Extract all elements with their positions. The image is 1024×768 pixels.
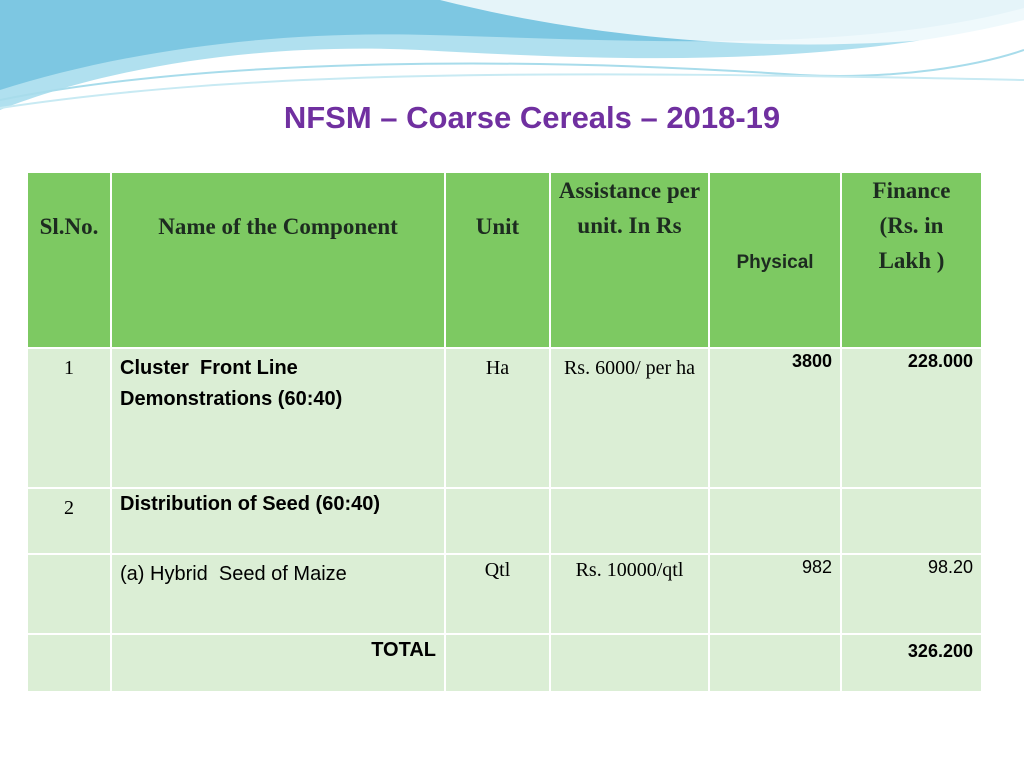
cell: Rs. 10000/qtl bbox=[549, 553, 710, 635]
header-cell: Finance (Rs. in Lakh ) bbox=[840, 171, 983, 349]
header-cell: Unit bbox=[444, 171, 551, 349]
cell bbox=[26, 553, 112, 635]
cell bbox=[549, 487, 710, 555]
cell: 1 bbox=[26, 347, 112, 489]
header-cell: Physical bbox=[708, 171, 842, 349]
cell: 98.20 bbox=[840, 553, 983, 635]
cell bbox=[444, 633, 551, 693]
cell: 3800 bbox=[708, 347, 842, 489]
cell: Rs. 6000/ per ha bbox=[549, 347, 710, 489]
cell bbox=[708, 487, 842, 555]
cell: (a) Hybrid Seed of Maize bbox=[110, 553, 446, 635]
cell bbox=[444, 487, 551, 555]
slide-title: NFSM – Coarse Cereals – 2018-19 bbox=[283, 100, 781, 135]
cell: TOTAL bbox=[110, 633, 446, 693]
cell bbox=[549, 633, 710, 693]
cell: Cluster Front Line Demonstrations (60:40… bbox=[110, 347, 446, 489]
cell bbox=[708, 633, 842, 693]
data-table: Sl.No. Name of the Component Unit Assist… bbox=[26, 171, 983, 693]
header-waves bbox=[0, 0, 1024, 110]
cell bbox=[26, 633, 112, 693]
header-cell: Name of the Component bbox=[110, 171, 446, 349]
cell bbox=[840, 487, 983, 555]
cell: Distribution of Seed (60:40) bbox=[110, 487, 446, 555]
header-cell: Assistance per unit. In Rs bbox=[549, 171, 710, 349]
cell: 2 bbox=[26, 487, 112, 555]
cell: 326.200 bbox=[840, 633, 983, 693]
cell: Ha bbox=[444, 347, 551, 489]
header-cell: Sl.No. bbox=[26, 171, 112, 349]
cell: 228.000 bbox=[840, 347, 983, 489]
cell: 982 bbox=[708, 553, 842, 635]
cell: Qtl bbox=[444, 553, 551, 635]
